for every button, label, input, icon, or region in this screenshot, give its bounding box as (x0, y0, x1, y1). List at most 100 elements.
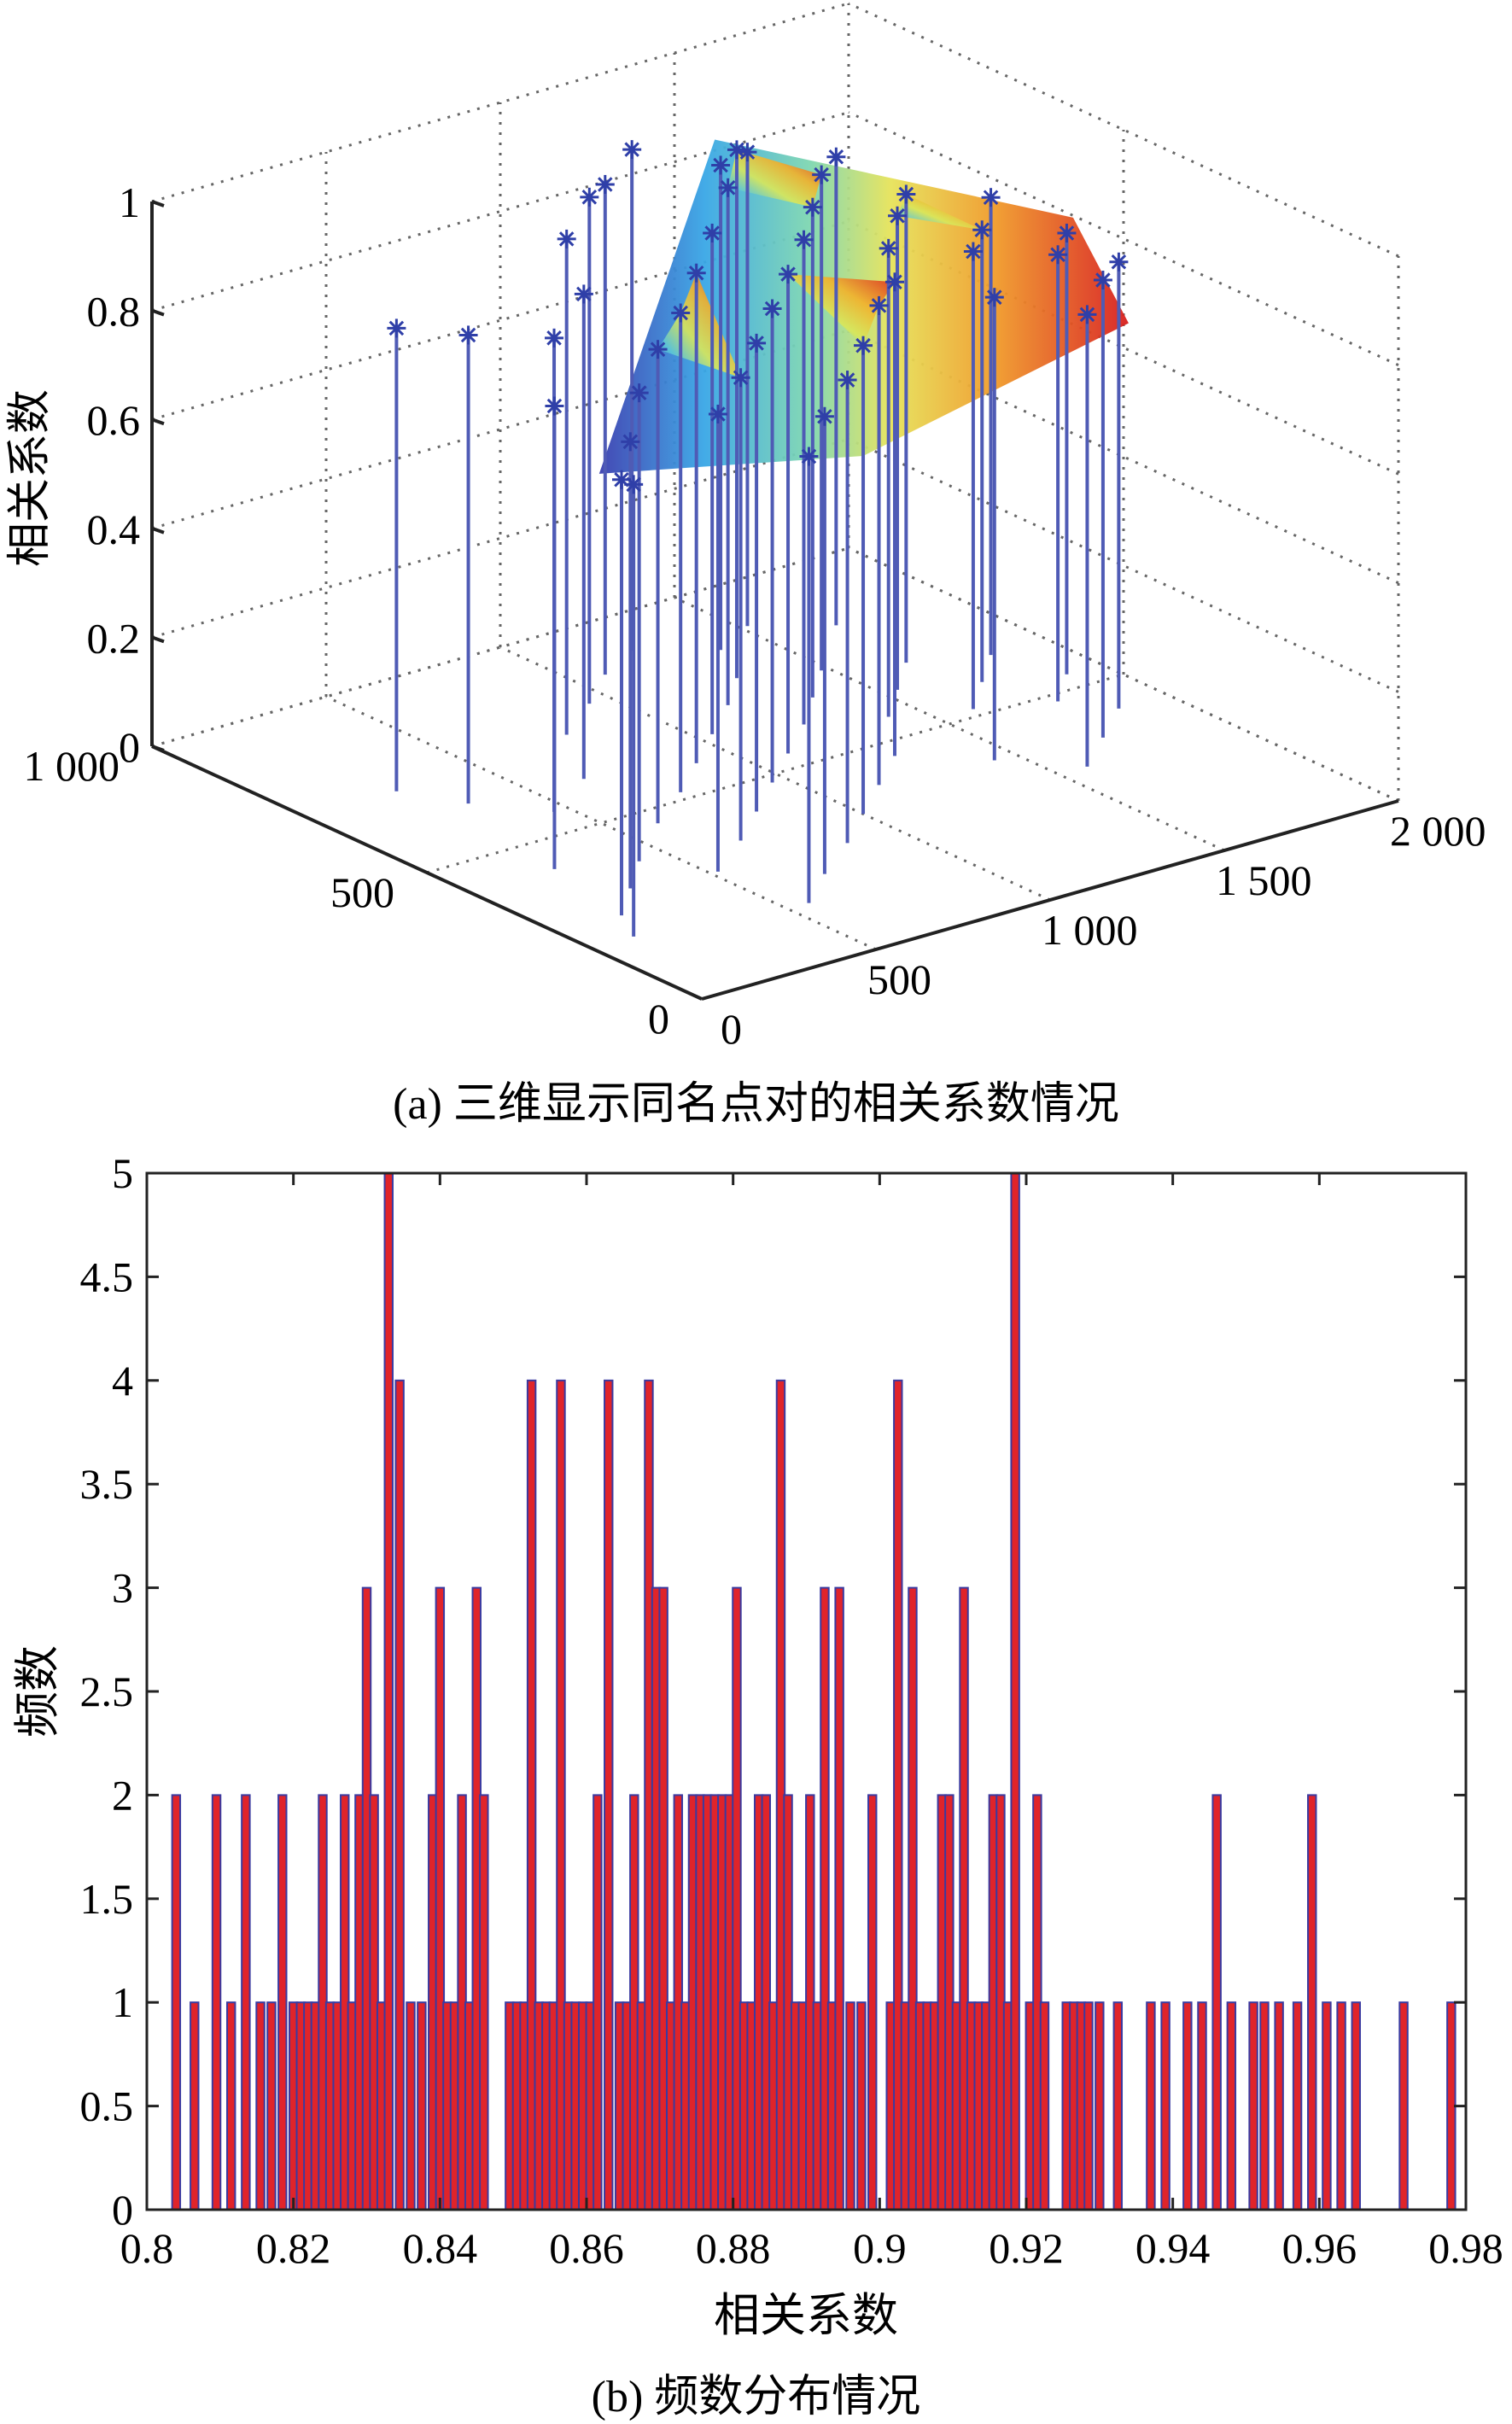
x-tick-label: 500 (867, 955, 931, 1003)
z-tick-label: 0.6 (87, 396, 141, 444)
stem-marker (984, 288, 1004, 307)
surface-ridge (727, 149, 822, 207)
y-tick-label: 1.5 (80, 1875, 134, 1923)
histogram-bar (834, 1586, 844, 2211)
y-tick-label: 2.5 (80, 1668, 134, 1715)
stem-marker (854, 336, 873, 355)
stem-marker (963, 242, 983, 261)
floor-grid-line (426, 673, 1124, 874)
x-tick-label: 0.86 (549, 2224, 624, 2272)
b-ticks: 0.8 0.82 0.84 0.86 0.88 0.9 0.92 0.94 0.96 0.98 0 0… (80, 1149, 1503, 2272)
histogram-bar (211, 1794, 222, 2211)
stem-marker (888, 206, 908, 225)
stem-marker (574, 284, 593, 304)
histogram-bar (394, 1379, 405, 2211)
x-tick-label: 1 500 (1216, 856, 1312, 904)
y-tick-label: 1 (112, 1978, 133, 2026)
y-tick-label: 4 (112, 1357, 133, 1405)
stem-marker (595, 174, 615, 194)
a-stems (394, 149, 1121, 937)
histogram-bar (845, 2001, 855, 2211)
stem-marker (1109, 252, 1129, 272)
x-axis-line (701, 799, 1399, 1001)
y-tick-label: 0 (648, 995, 669, 1043)
stem-marker (799, 447, 819, 466)
y-tick-label: 2 (112, 1771, 133, 1819)
x-tick-label: 2 000 (1390, 807, 1486, 855)
stem-marker (747, 333, 767, 353)
z-tick-mark (151, 200, 165, 207)
stem-marker (879, 238, 898, 258)
stem-marker (826, 147, 846, 166)
stem-marker (580, 187, 599, 207)
x-tick-label: 0.84 (403, 2224, 478, 2272)
stem-marker (972, 220, 992, 240)
histogram-bar (1197, 2001, 1207, 2211)
stem-marker (1093, 271, 1112, 289)
stem-marker (762, 299, 782, 318)
z-tick-label: 1 (119, 178, 140, 226)
y-tick-label: 5 (112, 1149, 133, 1197)
x-tick-label: 0.8 (120, 2224, 174, 2272)
x-tick-label: 0.98 (1428, 2224, 1503, 2272)
histogram-bar (1083, 2001, 1094, 2211)
stem-marker (387, 318, 406, 338)
stem-marker (612, 470, 631, 489)
floor-grid-line (499, 645, 1051, 902)
histogram-bar (190, 2001, 200, 2211)
stem-marker (621, 432, 640, 452)
histogram-bar (1211, 1794, 1222, 2211)
stem-marker (708, 404, 727, 423)
histogram-bar (1112, 2001, 1124, 2211)
floor-grid-line (674, 596, 1225, 852)
caption-b: (b) 频数分布情况 (591, 2373, 921, 2421)
histogram-bar (1292, 2001, 1303, 2211)
stem-marker (794, 230, 814, 249)
z-tick-label: 0 (119, 723, 140, 771)
y-axis-line (151, 745, 703, 1001)
z-tick-mark (151, 308, 165, 317)
histogram-bar (1322, 2001, 1332, 2211)
histogram-bar (1274, 2001, 1284, 2211)
floor-grid-line (325, 695, 877, 951)
stem-marker (1048, 245, 1068, 265)
histogram-bar (1398, 2001, 1409, 2211)
x-tick-label: 0.88 (696, 2224, 771, 2272)
stem-marker (545, 328, 564, 348)
stem-marker (981, 188, 1001, 207)
stem-marker (622, 140, 642, 160)
stem-marker (703, 223, 722, 242)
stem-marker (1057, 223, 1077, 242)
stem-marker (686, 263, 706, 283)
histogram-bar (1160, 2001, 1170, 2211)
y-tick-label: 500 (330, 868, 394, 916)
back-wall-grid-line (151, 437, 849, 639)
histogram-bar (479, 1794, 489, 2211)
stem-marker (896, 184, 916, 204)
histogram-bar (277, 1794, 288, 2211)
y-tick-label: 1 000 (24, 742, 120, 790)
a-surface (598, 139, 1129, 474)
z-tick-mark (151, 745, 165, 752)
x-tick-label: 0 (721, 1005, 742, 1053)
z-tick-mark (151, 418, 165, 426)
histogram-bar (867, 1794, 878, 2211)
histogram-bar (1010, 1172, 1020, 2211)
stem-marker (711, 155, 731, 175)
histogram-bar (1095, 2001, 1105, 2211)
histogram-bar (1248, 2001, 1258, 2211)
histogram-bar (171, 1794, 182, 2211)
stem-marker (803, 197, 822, 217)
stem-marker (458, 325, 478, 345)
z-tick-label: 0.4 (87, 505, 141, 553)
caption-a: (a) 三维显示同名点对的相关系数情况 (393, 1080, 1119, 1129)
surface-ridge (788, 274, 895, 346)
stem-marker (869, 295, 889, 315)
b-xlabel: 相关系数 (714, 2290, 898, 2341)
histogram-bar (1146, 2001, 1156, 2211)
x-tick-label: 0.9 (853, 2224, 907, 2272)
z-tick-mark (151, 526, 165, 534)
surface-ridge (897, 194, 983, 231)
y-tick-label: 0 (112, 2186, 133, 2234)
